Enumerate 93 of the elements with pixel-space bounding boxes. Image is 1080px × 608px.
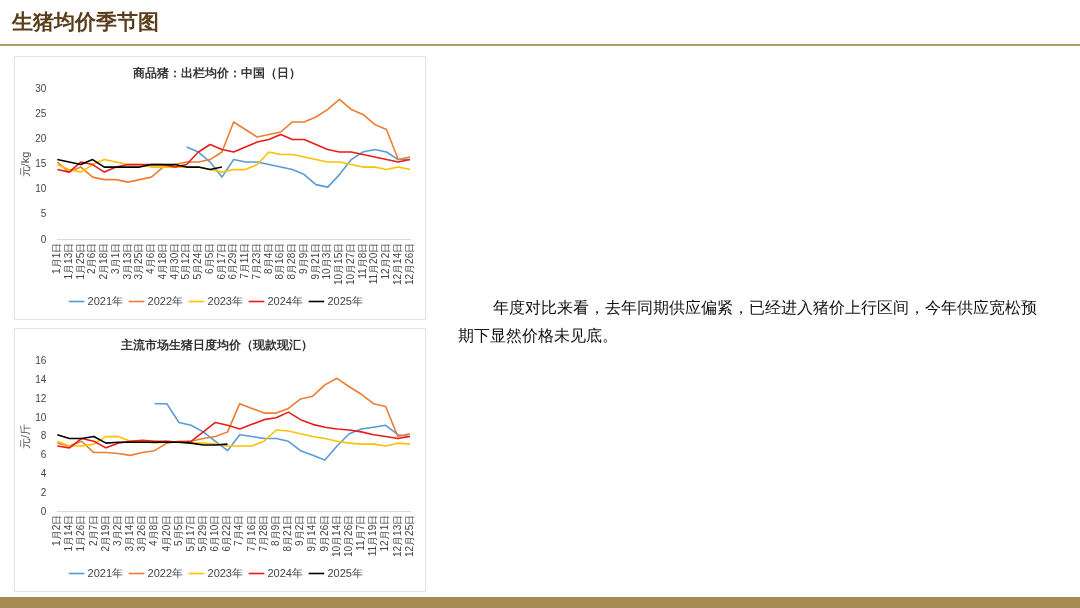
x-tick-label: 8月16日: [274, 242, 286, 280]
chart-title: 主流市场生猪日度均价（现款现汇）: [120, 338, 313, 353]
x-tick-label: 1月25日: [74, 242, 86, 280]
x-tick-label: 10月15日: [333, 242, 345, 285]
x-tick-label: 1月2日: [51, 514, 63, 546]
y-axis-title: 元/斤: [18, 424, 31, 450]
legend-label: 2022年: [147, 566, 184, 579]
x-tick-label: 9月26日: [318, 514, 330, 552]
x-tick-label: 6月10日: [209, 514, 221, 552]
x-tick-label: 9月2日: [294, 514, 306, 546]
legend-label: 2024年: [267, 294, 303, 307]
x-tick-label: 2月6日: [86, 242, 98, 274]
x-tick-label: 12月1日: [379, 514, 391, 552]
x-tick-label: 3月13日: [121, 242, 133, 280]
x-tick-label: 1月14日: [63, 514, 75, 552]
x-tick-label: 8月9日: [269, 514, 281, 546]
y-tick-label: 0: [40, 233, 47, 245]
y-tick-label: 8: [40, 430, 47, 442]
x-tick-label: 5月17日: [184, 514, 196, 552]
x-tick-label: 3月1日: [109, 242, 121, 274]
y-axis-title: 元/kg: [18, 151, 31, 178]
x-tick-label: 8月28日: [286, 242, 298, 280]
x-tick-label: 8月21日: [282, 514, 294, 552]
x-tick-label: 11月7日: [355, 514, 367, 551]
x-tick-label: 9月21日: [309, 242, 321, 280]
x-tick-label: 7月28日: [257, 514, 269, 552]
x-tick-label: 12月26日: [403, 242, 415, 285]
x-tick-label: 9月14日: [306, 514, 318, 552]
x-tick-label: 3月14日: [124, 514, 136, 552]
x-tick-label: 5月12日: [180, 242, 192, 280]
x-tick-label: 1月13日: [62, 242, 74, 280]
x-tick-label: 10月14日: [330, 514, 342, 557]
legend-label: 2023年: [207, 294, 243, 307]
legend-label: 2021年: [87, 294, 124, 307]
y-tick-label: 5: [40, 208, 47, 220]
chart-title: 商品猪：出栏均价：中国（日）: [132, 66, 301, 81]
x-tick-label: 7月16日: [245, 514, 257, 552]
legend-label: 2025年: [327, 294, 363, 307]
y-tick-label: 16: [35, 355, 47, 367]
x-tick-label: 5月24日: [192, 242, 204, 280]
x-tick-label: 10月26日: [342, 514, 354, 557]
x-tick-label: 2月18日: [98, 242, 110, 280]
y-tick-label: 14: [35, 373, 47, 385]
x-tick-label: 7月4日: [233, 514, 245, 546]
x-tick-label: 1月1日: [51, 242, 63, 274]
x-tick-label: 3月26日: [136, 514, 148, 552]
y-tick-label: 0: [40, 505, 47, 517]
y-tick-label: 15: [35, 158, 47, 170]
x-tick-label: 6月22日: [221, 514, 233, 552]
x-tick-label: 2月7日: [87, 514, 99, 546]
y-tick-label: 2: [40, 486, 47, 498]
x-tick-label: 7月11日: [239, 242, 251, 279]
x-tick-label: 9月9日: [297, 242, 309, 274]
x-tick-label: 7月23日: [250, 242, 262, 280]
x-tick-label: 4月18日: [156, 242, 168, 280]
x-tick-label: 10月27日: [344, 242, 356, 285]
x-tick-label: 6月17日: [215, 242, 227, 280]
x-tick-label: 10月3日: [321, 242, 333, 280]
text: 生猪均价季节图: [12, 9, 159, 36]
x-tick-label: 5月29日: [197, 514, 209, 552]
x-tick-label: 12月13日: [391, 514, 403, 557]
legend-label: 2024年: [267, 566, 303, 579]
x-tick-label: 4月30日: [168, 242, 180, 280]
legend-label: 2022年: [147, 294, 184, 307]
x-tick-label: 3月25日: [133, 242, 145, 280]
x-tick-label: 4月8日: [148, 514, 160, 546]
x-tick-label: 3月2日: [111, 514, 123, 546]
y-tick-label: 20: [35, 133, 47, 145]
x-tick-label: 6月29日: [227, 242, 239, 280]
x-tick-label: 1月26日: [75, 514, 87, 552]
x-tick-label: 4月20日: [160, 514, 172, 552]
y-tick-label: 30: [35, 83, 47, 95]
x-tick-label: 11月19日: [367, 514, 379, 557]
legend-label: 2023年: [207, 566, 243, 579]
legend-label: 2021年: [87, 566, 124, 579]
y-tick-label: 25: [35, 108, 47, 120]
x-tick-label: 12月2日: [380, 242, 392, 280]
x-tick-label: 2月19日: [99, 514, 111, 552]
x-tick-label: 4月6日: [145, 242, 157, 274]
y-tick-label: 10: [35, 183, 47, 195]
x-tick-label: 11月8日: [356, 242, 368, 279]
x-tick-label: 12月14日: [391, 242, 403, 285]
legend-label: 2025年: [327, 566, 363, 579]
text: 年度对比来看，去年同期供应偏紧，已经进入猪价上行区间，今年供应宽松预期下显然价格未见底。: [458, 298, 1039, 346]
x-tick-label: 6月5日: [203, 242, 215, 274]
y-tick-label: 6: [40, 449, 47, 461]
y-tick-label: 10: [35, 411, 47, 423]
x-tick-label: 8月4日: [262, 242, 274, 274]
y-tick-label: 4: [40, 467, 47, 479]
x-tick-label: 11月20日: [368, 242, 380, 285]
x-tick-label: 5月5日: [172, 514, 184, 546]
x-tick-label: 12月25日: [403, 514, 415, 557]
y-tick-label: 12: [35, 392, 47, 404]
